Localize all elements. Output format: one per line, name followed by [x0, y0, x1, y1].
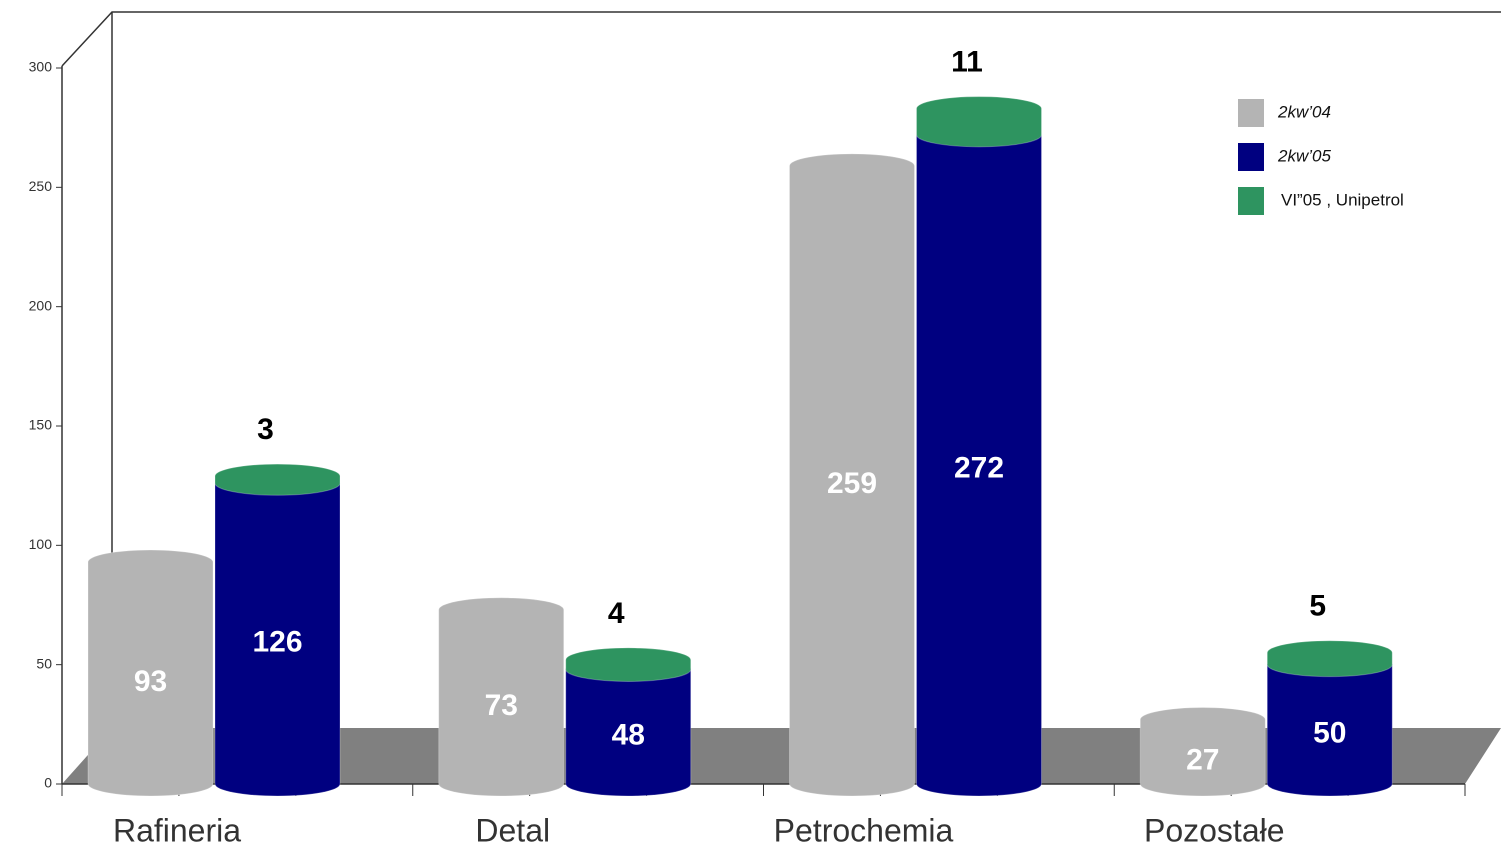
y-tick-label: 0 [44, 775, 52, 791]
legend-label: 2kw’05 [1277, 146, 1331, 165]
value-label: 73 [485, 689, 518, 722]
value-label: 11 [951, 45, 983, 78]
y-tick-label: 300 [29, 59, 53, 75]
y-tick-label: 150 [29, 417, 53, 433]
value-label: 5 [1309, 590, 1326, 623]
legend-swatch [1238, 143, 1264, 171]
back-wall [61, 11, 1501, 67]
y-tick-label: 200 [29, 297, 53, 313]
value-label: 27 [1186, 744, 1219, 777]
bar [916, 96, 1042, 148]
legend-label: VI”05 , Unipetrol [1281, 190, 1404, 209]
legend-swatch [1238, 187, 1264, 215]
y-tick-label: 100 [29, 536, 53, 552]
bar [565, 647, 692, 682]
x-tick-label: Pozostałe [1144, 812, 1285, 848]
x-tick-label: Detal [475, 812, 550, 848]
value-label: 48 [612, 719, 645, 752]
legend-swatch [1238, 99, 1264, 127]
x-tick-label: Rafineria [113, 812, 241, 848]
value-label: 3 [257, 413, 274, 446]
value-label: 93 [134, 665, 167, 698]
bar [87, 549, 214, 797]
y-tick-label: 250 [29, 178, 53, 194]
value-label: 259 [827, 467, 877, 500]
value-label: 50 [1313, 716, 1346, 749]
bar [789, 153, 915, 797]
x-tick-label: Petrochemia [774, 812, 954, 848]
bar [1139, 707, 1266, 797]
value-label: 126 [252, 626, 302, 659]
value-label: 4 [608, 597, 625, 630]
bar [1266, 640, 1393, 678]
y-tick-label: 50 [36, 655, 52, 671]
legend-label: 2kw’04 [1277, 102, 1331, 121]
bar [214, 463, 341, 496]
value-label: 272 [954, 451, 1004, 484]
bar [438, 597, 565, 797]
